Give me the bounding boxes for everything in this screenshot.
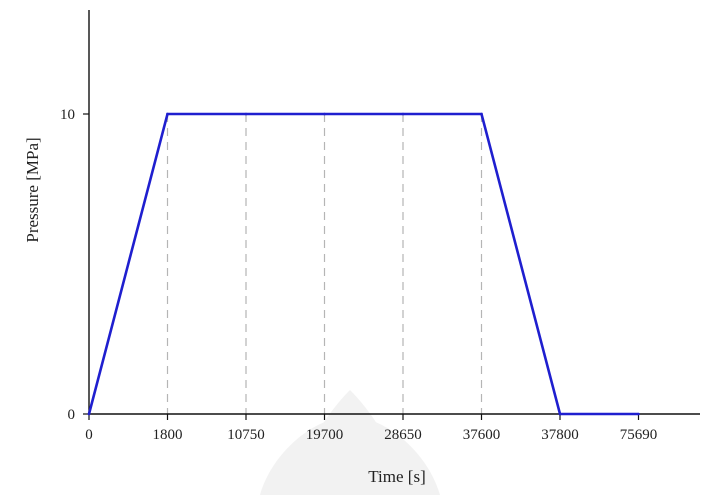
x-tick-label: 19700 bbox=[306, 427, 344, 443]
x-tick-label: 75690 bbox=[620, 427, 658, 443]
series-layer bbox=[87, 112, 640, 416]
grid-layer bbox=[166, 114, 483, 414]
series-point bbox=[87, 412, 91, 416]
x-tick-label: 37800 bbox=[541, 427, 579, 443]
series-point bbox=[401, 112, 405, 116]
watermark-logo bbox=[260, 390, 440, 495]
x-ticks: 0 1800 10750 19700 28650 37600 37800 75690 bbox=[85, 414, 657, 443]
y-tick-label: 0 bbox=[68, 407, 76, 423]
y-tick-label: 10 bbox=[60, 107, 75, 123]
x-tick-label: 28650 bbox=[384, 427, 422, 443]
x-tick-label: 0 bbox=[85, 427, 93, 443]
series-point bbox=[480, 112, 483, 116]
y-axis-label: Pressure [MPa] bbox=[23, 137, 42, 242]
series-point bbox=[637, 412, 640, 416]
pressure-series-line bbox=[87, 112, 639, 416]
series-point bbox=[558, 412, 562, 416]
series-point bbox=[166, 112, 169, 116]
x-tick-label: 10750 bbox=[227, 427, 265, 443]
x-tick-label: 1800 bbox=[153, 427, 183, 443]
series-point bbox=[323, 112, 326, 116]
series-point bbox=[244, 112, 248, 116]
x-tick-label: 37600 bbox=[463, 427, 501, 443]
y-ticks: 0 10 bbox=[60, 107, 89, 423]
x-axis-label: Time [s] bbox=[368, 467, 425, 486]
